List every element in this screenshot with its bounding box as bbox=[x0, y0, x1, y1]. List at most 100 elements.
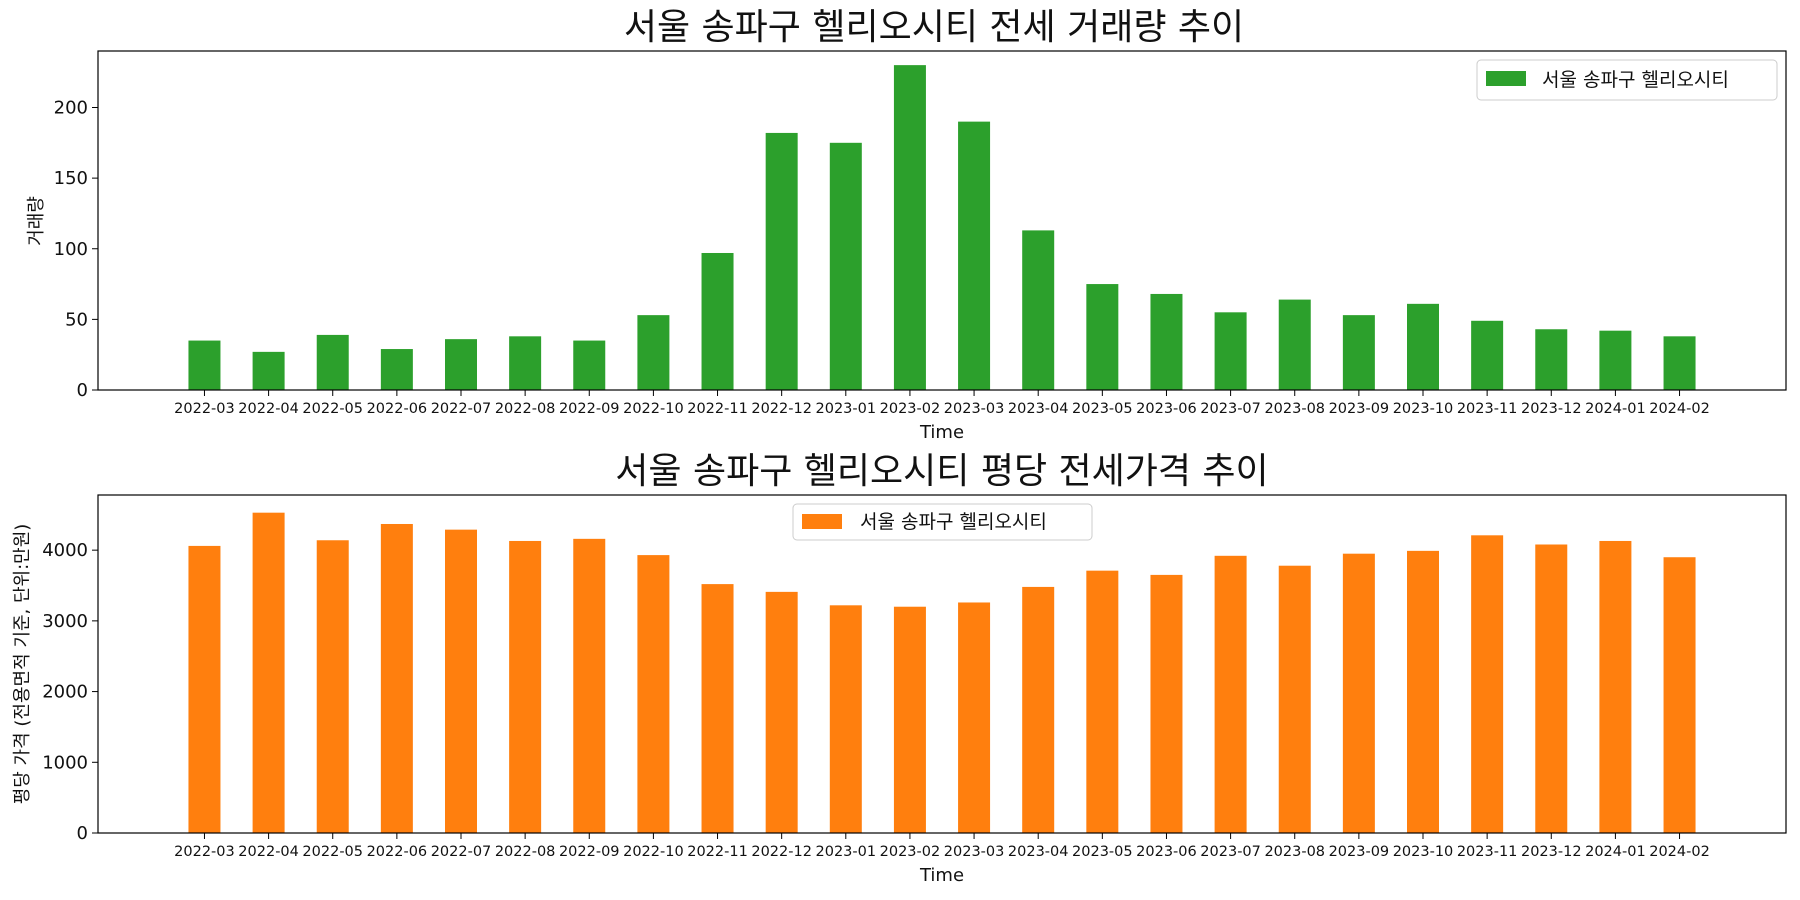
plot-area bbox=[97, 50, 1787, 391]
bar-2023-04 bbox=[1022, 230, 1055, 390]
bar-2023-03 bbox=[958, 602, 991, 833]
x-tick-label: 2023-11 bbox=[1457, 844, 1518, 860]
y-tick-label: 2000 bbox=[42, 682, 88, 703]
x-tick-label: 2023-11 bbox=[1457, 401, 1518, 417]
bar-2023-08 bbox=[1278, 299, 1311, 390]
bar-2022-04 bbox=[252, 512, 285, 833]
legend-frame bbox=[1476, 59, 1778, 101]
bar-2023-04 bbox=[1022, 586, 1055, 833]
bar-2023-10 bbox=[1407, 550, 1439, 833]
x-tick-label: 2023-12 bbox=[1521, 844, 1582, 860]
x-tick-label: 2022-03 bbox=[174, 844, 235, 860]
x-axis: 2022-03 2022-04 2022-05 2022-06 2022-07 2022-… bbox=[174, 833, 1710, 860]
x-tick-label: 2022-03 bbox=[174, 401, 235, 417]
bar-2022-03 bbox=[188, 340, 221, 390]
x-tick-label: 2022-08 bbox=[495, 401, 556, 417]
x-tick-label: 2023-05 bbox=[1072, 844, 1133, 860]
x-tick-label: 2023-04 bbox=[1008, 844, 1069, 860]
x-axis-label: Time bbox=[919, 422, 964, 443]
x-tick-label: 2022-04 bbox=[238, 844, 299, 860]
bar-2023-08 bbox=[1278, 565, 1311, 833]
x-tick-label: 2023-09 bbox=[1329, 401, 1390, 417]
bar-2022-11 bbox=[701, 584, 734, 833]
bar-2023-03 bbox=[958, 121, 991, 391]
y-tick-label: 1000 bbox=[42, 752, 88, 773]
bar-2023-02 bbox=[893, 606, 926, 833]
bar-2022-12 bbox=[765, 591, 798, 833]
volume-chart: 서울 송파구 헬리오시티 전세 거래량 추이 0 50 100 150 200 2022… bbox=[26, 7, 1787, 443]
x-tick-label: 2022-09 bbox=[559, 844, 620, 860]
x-tick-label: 2022-07 bbox=[431, 844, 492, 860]
y-tick-label: 50 bbox=[65, 309, 88, 330]
x-tick-label: 2022-04 bbox=[238, 401, 299, 417]
x-tick-label: 2022-05 bbox=[302, 844, 363, 860]
x-tick-label: 2023-10 bbox=[1393, 401, 1454, 417]
bar-2023-06 bbox=[1150, 293, 1183, 390]
x-tick-label: 2023-06 bbox=[1136, 401, 1197, 417]
x-tick-label: 2022-06 bbox=[367, 844, 428, 860]
x-tick-label: 2023-05 bbox=[1072, 401, 1133, 417]
bar-2022-06 bbox=[380, 349, 413, 390]
bar-2023-05 bbox=[1086, 284, 1119, 390]
y-tick-label: 150 bbox=[54, 168, 88, 189]
bar-2022-11 bbox=[701, 252, 734, 390]
x-tick-label: 2022-10 bbox=[623, 844, 684, 860]
x-axis: 2022-03 2022-04 2022-05 2022-06 2022-07 2022-… bbox=[174, 390, 1710, 417]
price-chart: 서울 송파구 헬리오시티 평당 전세가격 추이 0 1000 2000 3000 400… bbox=[12, 451, 1787, 886]
x-tick-label: 2022-05 bbox=[302, 401, 363, 417]
chart-title: 서울 송파구 헬리오시티 평당 전세가격 추이 bbox=[615, 451, 1268, 492]
x-tick-label: 2023-02 bbox=[880, 844, 941, 860]
bar-2023-01 bbox=[829, 605, 862, 833]
x-tick-label: 2022-12 bbox=[751, 844, 812, 860]
bar-2024-01 bbox=[1599, 330, 1632, 390]
bar-2022-07 bbox=[445, 529, 477, 833]
bar-2022-12 bbox=[765, 132, 798, 390]
y-axis-label: 거래량 bbox=[26, 196, 47, 246]
x-tick-label: 2023-03 bbox=[944, 844, 1005, 860]
bar-series bbox=[188, 65, 1696, 391]
x-tick-label: 2023-02 bbox=[880, 401, 941, 417]
bar-2023-07 bbox=[1214, 312, 1247, 390]
bar-2022-10 bbox=[637, 315, 670, 390]
legend-label: 서울 송파구 헬리오시티 bbox=[860, 511, 1047, 533]
x-tick-label: 2023-01 bbox=[816, 844, 877, 860]
y-tick-label: 0 bbox=[77, 823, 88, 844]
x-tick-label: 2023-07 bbox=[1200, 844, 1261, 860]
legend-label: 서울 송파구 헬리오시티 bbox=[1542, 69, 1729, 91]
bar-2024-01 bbox=[1599, 540, 1632, 833]
x-tick-label: 2024-02 bbox=[1649, 844, 1710, 860]
bar-2023-07 bbox=[1214, 555, 1247, 833]
y-tick-label: 0 bbox=[77, 380, 88, 401]
x-tick-label: 2023-04 bbox=[1008, 401, 1069, 417]
x-tick-label: 2022-12 bbox=[751, 401, 812, 417]
y-tick-label: 3000 bbox=[42, 611, 88, 632]
x-tick-label: 2024-01 bbox=[1585, 401, 1646, 417]
y-tick-label: 100 bbox=[54, 239, 88, 260]
bar-2022-03 bbox=[188, 545, 221, 833]
bar-2022-08 bbox=[509, 336, 542, 390]
plot-area bbox=[97, 494, 1787, 834]
bar-2023-11 bbox=[1471, 320, 1504, 390]
y-axis: 0 1000 2000 3000 4000 bbox=[42, 540, 98, 844]
bar-2023-01 bbox=[829, 142, 862, 390]
bar-2022-09 bbox=[573, 340, 606, 390]
bar-2022-08 bbox=[509, 540, 542, 833]
legend: 서울 송파구 헬리오시티 bbox=[1476, 59, 1778, 101]
y-tick-label: 200 bbox=[54, 98, 88, 119]
y-axis: 0 50 100 150 200 bbox=[54, 98, 98, 401]
x-tick-label: 2022-11 bbox=[687, 844, 748, 860]
x-tick-label: 2022-06 bbox=[367, 401, 428, 417]
bar-2023-05 bbox=[1086, 570, 1119, 833]
legend-swatch bbox=[802, 514, 842, 529]
y-axis-label: 평당 가격 (전용면적 기준, 단위:만원) bbox=[12, 524, 33, 805]
bar-2022-05 bbox=[316, 334, 349, 390]
legend-frame bbox=[792, 503, 1093, 541]
bar-2022-07 bbox=[445, 339, 477, 390]
legend-swatch bbox=[1486, 71, 1526, 86]
x-tick-label: 2024-02 bbox=[1649, 401, 1710, 417]
bar-2023-02 bbox=[893, 65, 926, 391]
x-tick-label: 2023-12 bbox=[1521, 401, 1582, 417]
bar-2023-10 bbox=[1407, 303, 1439, 390]
bar-2022-05 bbox=[316, 540, 349, 833]
